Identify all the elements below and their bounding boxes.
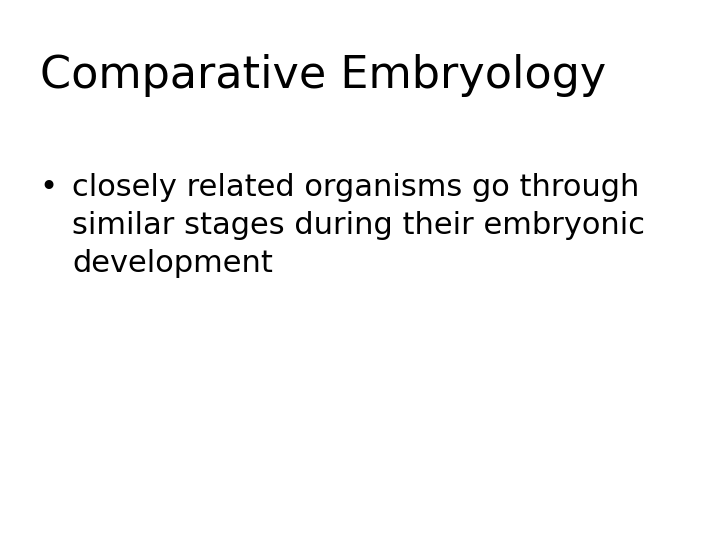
Text: closely related organisms go through
similar stages during their embryonic
devel: closely related organisms go through sim…	[72, 173, 645, 278]
Text: •: •	[40, 173, 58, 202]
Text: Comparative Embryology: Comparative Embryology	[40, 54, 606, 97]
